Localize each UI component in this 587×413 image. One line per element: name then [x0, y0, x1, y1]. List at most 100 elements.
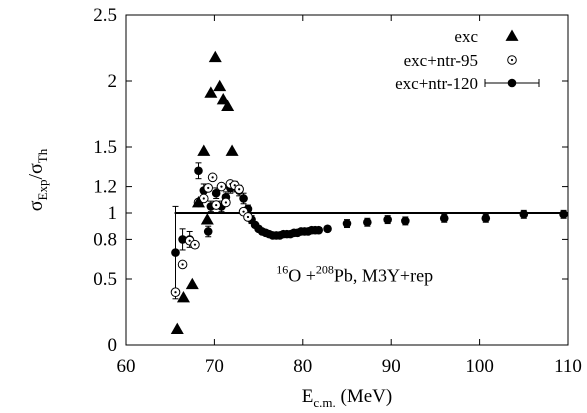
data-point-exc-ntr-120-dot [204, 227, 213, 236]
data-point-exc-ntr-95-dot [174, 291, 176, 293]
x-axis-label: Ec.m. (MeV) [302, 386, 392, 410]
data-point-exc-ntr-95-dot [225, 201, 227, 203]
data-point-exc-ntr-95-dot [220, 186, 222, 188]
x-tick-label: 80 [293, 356, 312, 377]
data-point-exc-ntr-120-dot [363, 218, 372, 227]
data-point-exc-ntr-95-dot [189, 240, 191, 242]
y-tick-label: 0 [108, 335, 118, 356]
data-point-exc-ntr-120 [239, 193, 248, 204]
data-point-exc-ntr-120-dot [559, 210, 568, 219]
data-point-exc [171, 323, 184, 334]
data-point-exc-ntr-120-dot [171, 248, 180, 257]
x-tick-label: 70 [205, 356, 224, 377]
annotation-sup: 16 [276, 263, 288, 277]
annotation-text: 16O +208Pb, M3Y+rep [276, 263, 433, 286]
data-point-exc-ntr-120-dot [194, 166, 203, 175]
data-point-exc-ntr-95-dot [215, 204, 217, 206]
data-point-exc-ntr-95 [191, 240, 200, 249]
data-point-exc-ntr-95-dot [247, 216, 249, 218]
y-axis-label-den-sub: Th [35, 148, 50, 163]
data-point-exc-ntr-120 [171, 206, 180, 298]
data-point-exc-ntr-120-dot [520, 210, 529, 219]
data-point-exc-ntr-120-dot [343, 219, 352, 228]
annotation-main: O + [288, 266, 316, 286]
data-point-exc-ntr-95-dot [194, 244, 196, 246]
data-point-exc-ntr-95-dot [238, 188, 240, 190]
data-point-exc-ntr-95-dot [212, 176, 214, 178]
x-tick-label: 110 [554, 356, 582, 377]
y-tick-label: 0.8 [93, 229, 117, 250]
data-point-exc-ntr-95 [204, 184, 213, 193]
data-point-exc-ntr-120-dot [383, 215, 392, 224]
data-point-exc-ntr-95 [212, 201, 221, 210]
data-point-exc [213, 80, 226, 91]
legend-marker-exc-ntr-120 [508, 79, 517, 88]
y-tick-label: 1.5 [93, 137, 117, 158]
data-point-exc-ntr-95-dot [203, 197, 205, 199]
y-axis-label-num: σ [25, 200, 47, 211]
y-tick-label: 1 [108, 203, 118, 224]
data-point-exc-ntr-120 [440, 214, 449, 223]
data-point-exc [226, 144, 239, 155]
data-point-exc-ntr-95-dot [181, 263, 183, 265]
x-axis-label-main: E [302, 386, 314, 407]
data-point-exc-ntr-120-dot [440, 214, 449, 223]
data-point-exc-ntr-120-dot [239, 194, 248, 203]
data-point-exc-ntr-120 [323, 225, 332, 234]
data-point-exc-ntr-95 [244, 213, 253, 222]
y-axis-label-den: σ [25, 163, 47, 174]
x-tick-label: 100 [465, 356, 494, 377]
data-point-exc-ntr-95-dot [207, 187, 209, 189]
data-point-exc-ntr-120-dot [401, 217, 410, 226]
data-point-exc [209, 51, 222, 62]
x-tick-label: 90 [382, 356, 401, 377]
data-point-exc-ntr-120-dot [314, 226, 323, 235]
annotation-main: Pb, M3Y+rep [334, 266, 433, 286]
data-point-exc-ntr-95 [222, 198, 231, 207]
data-point-exc-ntr-95 [208, 173, 217, 182]
data-point-exc-ntr-120-dot [481, 214, 490, 223]
series-exc-ntr-95 [171, 173, 252, 296]
data-point-exc-ntr-95 [217, 182, 226, 191]
data-point-exc-ntr-120 [383, 215, 392, 224]
legend-marker-exc-ntr-95-dot [511, 59, 513, 61]
data-point-exc-ntr-95-dot [242, 211, 244, 213]
annotation-sup: 208 [316, 263, 334, 277]
data-point-exc-ntr-120 [520, 210, 529, 219]
y-axis-label-num-sub: Exp [35, 180, 50, 201]
x-axis-label-unit: (MeV) [336, 386, 392, 407]
data-point-exc [197, 144, 210, 155]
data-point-exc-ntr-120 [401, 217, 410, 226]
data-point-exc-ntr-95 [235, 185, 244, 194]
legend: exc exc+ntr-95 exc+ntr-120 [395, 27, 539, 93]
y-axis-label: σExp/σTh [25, 148, 50, 211]
data-point-exc-ntr-95 [178, 260, 187, 269]
data-point-exc-ntr-95-dot [234, 184, 236, 186]
y-tick-label: 2 [108, 71, 118, 92]
data-point-exc-ntr-120 [194, 163, 203, 179]
data-point-exc-ntr-120-dot [323, 225, 332, 234]
data-point-exc-ntr-120 [314, 226, 323, 235]
plot-frame [126, 15, 568, 345]
data-series [171, 51, 568, 334]
data-point-exc-ntr-120 [363, 218, 372, 227]
x-tick-label: 60 [117, 356, 136, 377]
legend-label: exc [454, 27, 478, 46]
data-point-exc-ntr-120 [481, 214, 490, 223]
legend-marker-exc [506, 30, 519, 41]
y-tick-label: 2.5 [93, 5, 117, 26]
legend-marker-exc-ntr-95 [508, 56, 517, 65]
data-point-exc-ntr-120 [343, 219, 352, 228]
annotation: 16O +208Pb, M3Y+rep [276, 263, 433, 286]
legend-label: exc+ntr-120 [395, 74, 478, 93]
y-tick-label: 0.5 [93, 269, 117, 290]
data-point-exc [201, 213, 214, 224]
x-axis-label-sub: c.m. [313, 395, 335, 410]
y-tick-label: 1.2 [93, 177, 117, 198]
legend-label: exc+ntr-95 [404, 51, 478, 70]
data-point-exc-ntr-120 [559, 210, 568, 219]
data-point-exc-ntr-95 [171, 288, 180, 297]
data-point-exc-ntr-120 [204, 226, 213, 237]
data-point-exc [186, 278, 199, 289]
